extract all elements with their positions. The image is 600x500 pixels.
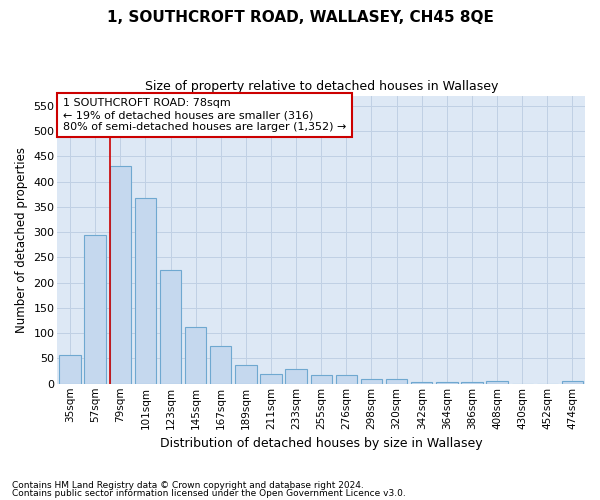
Bar <box>85 234 106 384</box>
Bar <box>210 346 232 384</box>
Text: 1 SOUTHCROFT ROAD: 78sqm
← 19% of detached houses are smaller (316)
80% of semi-: 1 SOUTHCROFT ROAD: 78sqm ← 19% of detach… <box>63 98 346 132</box>
Text: Contains HM Land Registry data © Crown copyright and database right 2024.: Contains HM Land Registry data © Crown c… <box>12 481 364 490</box>
Bar <box>260 374 281 384</box>
Bar <box>562 381 583 384</box>
Title: Size of property relative to detached houses in Wallasey: Size of property relative to detached ho… <box>145 80 498 93</box>
Bar <box>185 326 206 384</box>
Bar <box>59 355 80 384</box>
Bar <box>235 364 257 384</box>
Bar <box>436 382 458 384</box>
Bar <box>361 378 382 384</box>
Bar <box>135 198 156 384</box>
Bar <box>461 382 482 384</box>
Bar <box>110 166 131 384</box>
Bar <box>311 374 332 384</box>
Bar <box>160 270 181 384</box>
Text: Contains public sector information licensed under the Open Government Licence v3: Contains public sector information licen… <box>12 488 406 498</box>
Bar <box>386 378 407 384</box>
Y-axis label: Number of detached properties: Number of detached properties <box>15 146 28 332</box>
Bar <box>286 369 307 384</box>
X-axis label: Distribution of detached houses by size in Wallasey: Distribution of detached houses by size … <box>160 437 482 450</box>
Bar <box>411 382 433 384</box>
Text: 1, SOUTHCROFT ROAD, WALLASEY, CH45 8QE: 1, SOUTHCROFT ROAD, WALLASEY, CH45 8QE <box>107 10 493 25</box>
Bar <box>487 380 508 384</box>
Bar <box>335 375 357 384</box>
